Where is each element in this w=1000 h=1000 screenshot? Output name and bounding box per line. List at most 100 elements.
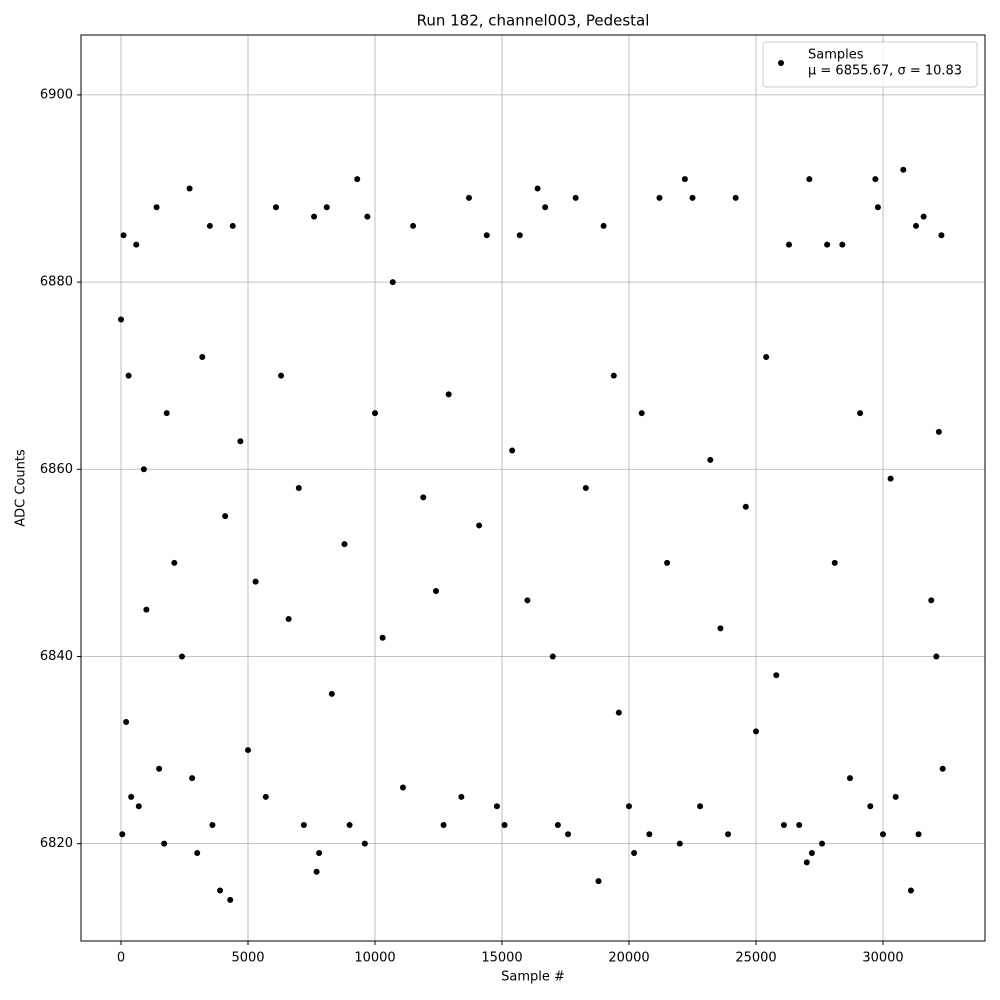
point — [534, 185, 541, 192]
point — [316, 850, 323, 857]
point — [656, 194, 663, 201]
point — [572, 194, 579, 201]
point — [476, 522, 483, 529]
point — [565, 831, 572, 838]
point — [171, 559, 178, 566]
point — [887, 475, 894, 482]
point — [554, 821, 561, 828]
point — [328, 690, 335, 697]
point — [681, 176, 688, 183]
point — [874, 204, 881, 211]
point — [509, 447, 516, 454]
point — [935, 428, 942, 435]
point — [600, 222, 607, 229]
point — [582, 485, 589, 491]
point — [872, 176, 879, 183]
point — [796, 821, 803, 828]
point — [933, 653, 940, 660]
legend-label: Samples — [808, 48, 864, 63]
point — [689, 194, 696, 201]
point — [824, 241, 831, 248]
point — [803, 859, 810, 866]
y-tick-label: 6820 — [40, 836, 73, 851]
legend-marker — [778, 60, 784, 66]
point — [186, 185, 193, 192]
point — [857, 410, 864, 417]
point — [300, 821, 307, 828]
point — [313, 868, 320, 875]
point — [808, 850, 815, 857]
point — [189, 775, 196, 782]
point — [295, 485, 302, 491]
y-tick-label: 6880 — [40, 275, 73, 290]
legend-annotation: μ = 6855.67, σ = 10.83 — [808, 64, 962, 79]
point — [420, 494, 427, 501]
point — [915, 831, 922, 838]
point — [483, 232, 490, 239]
point — [206, 222, 213, 229]
point — [161, 840, 168, 847]
point — [920, 213, 927, 220]
point — [262, 793, 269, 800]
point — [763, 353, 770, 360]
point — [361, 840, 368, 847]
point — [445, 391, 452, 398]
point — [725, 831, 732, 838]
point — [625, 803, 632, 810]
point — [119, 831, 126, 838]
point — [907, 887, 914, 894]
point — [717, 625, 724, 632]
point — [194, 850, 201, 857]
point — [646, 831, 653, 838]
point — [364, 213, 371, 220]
point — [549, 653, 556, 660]
point — [493, 803, 500, 810]
point — [900, 166, 907, 173]
point — [786, 241, 793, 248]
point — [542, 204, 549, 211]
point — [133, 241, 140, 248]
point — [892, 793, 899, 800]
point — [707, 456, 714, 463]
point — [389, 279, 396, 286]
x-tick-label: 5000 — [231, 951, 264, 966]
point — [245, 747, 252, 754]
point — [163, 410, 170, 417]
point — [752, 728, 759, 735]
point — [440, 821, 447, 828]
point — [410, 222, 417, 229]
point — [222, 513, 229, 520]
point — [237, 438, 244, 445]
point — [524, 597, 531, 604]
point — [143, 606, 150, 613]
point — [346, 821, 353, 828]
point — [928, 597, 935, 604]
point — [125, 372, 132, 379]
point — [354, 176, 361, 183]
point — [229, 222, 236, 229]
point — [638, 410, 645, 417]
point — [323, 204, 330, 211]
point — [676, 840, 683, 847]
point — [178, 653, 185, 660]
point — [465, 194, 472, 201]
point — [272, 204, 279, 211]
point — [839, 241, 846, 248]
point — [846, 775, 853, 782]
point — [780, 821, 787, 828]
point — [615, 709, 622, 716]
x-axis-label: Sample # — [501, 970, 565, 985]
point — [831, 559, 838, 566]
point — [516, 232, 523, 239]
point — [806, 176, 813, 183]
point — [135, 803, 142, 810]
point — [311, 213, 318, 220]
point — [610, 372, 617, 379]
plot-frame — [80, 34, 986, 942]
point — [227, 896, 234, 903]
point — [938, 232, 945, 239]
point — [664, 559, 671, 566]
point — [913, 222, 920, 229]
